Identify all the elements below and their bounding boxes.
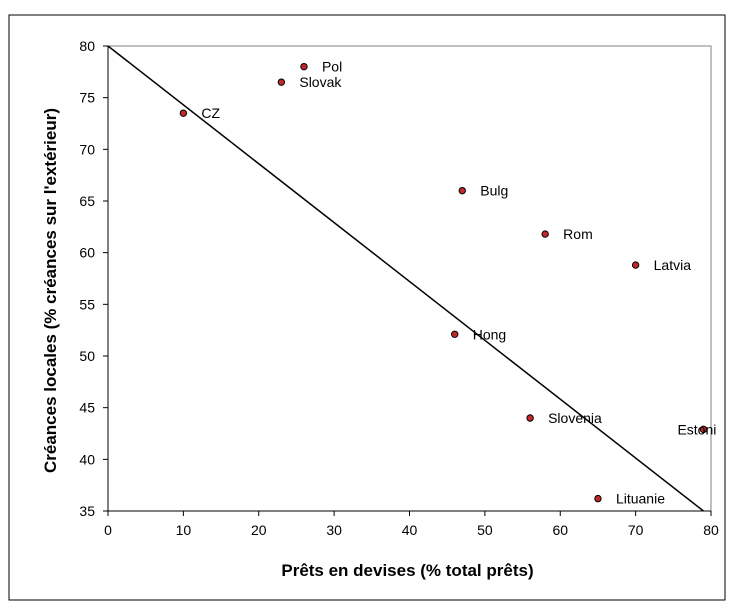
x-tick-label: 70 (628, 522, 644, 538)
point-pol-label: Pol (322, 59, 342, 75)
point-hong-marker (451, 330, 459, 338)
point-bulg-label: Bulg (480, 183, 508, 199)
y-tick-label: 65 (79, 193, 95, 209)
y-tick-label: 80 (79, 38, 95, 54)
y-tick-label: 45 (79, 400, 95, 416)
point-rom-marker (541, 230, 549, 238)
x-tick-label: 80 (703, 522, 719, 538)
y-tick-label: 35 (79, 503, 95, 519)
point-rom-label: Rom (563, 226, 593, 242)
x-tick-label: 50 (477, 522, 493, 538)
y-tick-label: 40 (79, 451, 95, 467)
point-slovak-marker (277, 78, 286, 86)
point-estoni-marker (699, 425, 708, 434)
point-latvia-marker (631, 261, 640, 269)
x-tick-label: 10 (176, 522, 192, 538)
y-tick-label: 70 (79, 141, 95, 157)
point-estoni-label: Estoni (677, 421, 716, 437)
point-cz-marker (179, 109, 188, 117)
point-pol-marker (300, 62, 308, 71)
plot-area (107, 45, 712, 512)
point-latvia-label: Latvia (654, 257, 692, 273)
x-axis-title: Prêts en devises (% total prêts) (281, 561, 533, 580)
y-axis-title: Créances locales (% créances sur l'extér… (41, 108, 60, 473)
point-bulg-marker (458, 186, 466, 195)
point-slovenia-marker (526, 414, 534, 422)
x-tick-label: 40 (402, 522, 418, 538)
point-cz-label: CZ (201, 105, 220, 121)
trend-line (107, 45, 704, 512)
y-tick-label: 50 (79, 348, 95, 364)
point-lituanie-marker (594, 494, 602, 503)
x-tick-label: 0 (104, 522, 112, 538)
point-slovenia-label: Slovenia (548, 410, 602, 426)
point-lituanie-label: Lituanie (616, 491, 665, 507)
x-tick-label: 30 (326, 522, 342, 538)
x-tick-label: 20 (251, 522, 267, 538)
x-tick-label: 60 (552, 522, 568, 538)
y-axis: 35 40 45 50 55 60 65 70 75 80 (79, 38, 109, 519)
x-axis: 0 10 20 30 40 50 60 70 80 (104, 510, 719, 538)
y-tick-label: 75 (79, 90, 95, 106)
y-tick-label: 55 (79, 296, 95, 312)
y-tick-label: 60 (79, 245, 95, 261)
point-hong-label: Hong (473, 326, 506, 342)
point-slovak-label: Slovak (299, 74, 342, 90)
